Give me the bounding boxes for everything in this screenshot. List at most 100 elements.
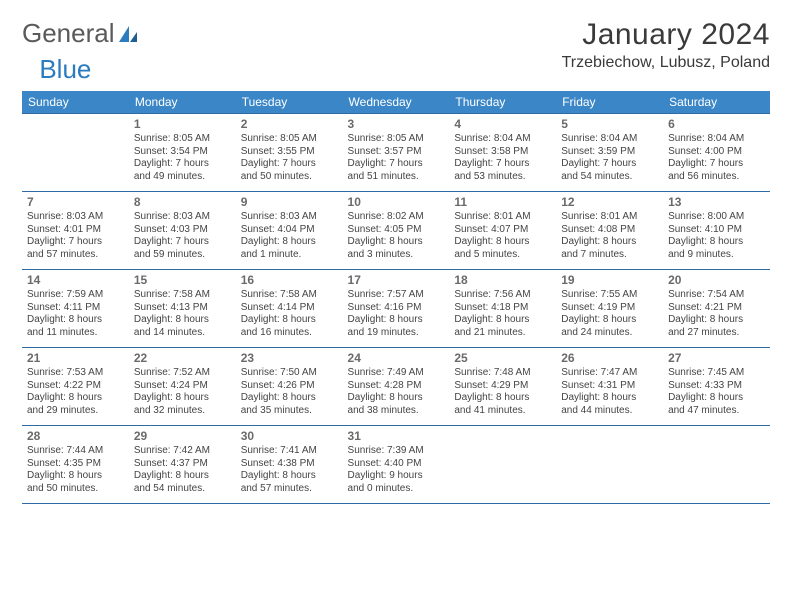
cell-line: Daylight: 8 hours bbox=[348, 392, 445, 405]
cell-line: Daylight: 8 hours bbox=[561, 392, 658, 405]
calendar-cell: 20Sunrise: 7:54 AMSunset: 4:21 PMDayligh… bbox=[663, 270, 770, 348]
cell-line: Sunset: 4:19 PM bbox=[561, 302, 658, 315]
day-number: 12 bbox=[561, 195, 658, 210]
cell-line: Daylight: 8 hours bbox=[348, 314, 445, 327]
cell-line: Daylight: 8 hours bbox=[561, 236, 658, 249]
brand-part1: General bbox=[22, 18, 115, 49]
calendar-cell: 12Sunrise: 8:01 AMSunset: 4:08 PMDayligh… bbox=[556, 192, 663, 270]
cell-line: Sunset: 4:16 PM bbox=[348, 302, 445, 315]
cell-line: and 5 minutes. bbox=[454, 249, 551, 262]
cell-line: Daylight: 8 hours bbox=[134, 470, 231, 483]
calendar-cell: 4Sunrise: 8:04 AMSunset: 3:58 PMDaylight… bbox=[449, 114, 556, 192]
cell-line: and 24 minutes. bbox=[561, 327, 658, 340]
cell-line: and 11 minutes. bbox=[27, 327, 124, 340]
calendar-cell: 10Sunrise: 8:02 AMSunset: 4:05 PMDayligh… bbox=[343, 192, 450, 270]
cell-line: Sunrise: 8:00 AM bbox=[668, 211, 765, 224]
day-number: 24 bbox=[348, 351, 445, 366]
day-number: 9 bbox=[241, 195, 338, 210]
cell-line: and 57 minutes. bbox=[241, 483, 338, 496]
cell-line: Sunrise: 8:05 AM bbox=[134, 133, 231, 146]
day-number: 15 bbox=[134, 273, 231, 288]
cell-line: Sunset: 4:07 PM bbox=[454, 224, 551, 237]
cell-line: and 47 minutes. bbox=[668, 405, 765, 418]
cell-line: Sunset: 4:24 PM bbox=[134, 380, 231, 393]
calendar-cell bbox=[449, 426, 556, 504]
cell-line: Daylight: 7 hours bbox=[348, 158, 445, 171]
cell-line: Sunrise: 7:54 AM bbox=[668, 289, 765, 302]
cell-line: and 21 minutes. bbox=[454, 327, 551, 340]
cell-line: Sunset: 3:57 PM bbox=[348, 146, 445, 159]
day-number: 22 bbox=[134, 351, 231, 366]
calendar-cell: 28Sunrise: 7:44 AMSunset: 4:35 PMDayligh… bbox=[22, 426, 129, 504]
cell-line: Sunrise: 7:52 AM bbox=[134, 367, 231, 380]
cell-line: Sunrise: 8:04 AM bbox=[668, 133, 765, 146]
cell-line: Daylight: 7 hours bbox=[27, 236, 124, 249]
cell-line: Sunset: 4:13 PM bbox=[134, 302, 231, 315]
day-number: 23 bbox=[241, 351, 338, 366]
day-number: 5 bbox=[561, 117, 658, 132]
calendar-cell: 22Sunrise: 7:52 AMSunset: 4:24 PMDayligh… bbox=[129, 348, 236, 426]
day-number: 29 bbox=[134, 429, 231, 444]
day-number: 25 bbox=[454, 351, 551, 366]
cell-line: Sunset: 3:55 PM bbox=[241, 146, 338, 159]
location-line: Trzebiechow, Lubusz, Poland bbox=[562, 54, 770, 72]
calendar-page: General January 2024 Trzebiechow, Lubusz… bbox=[0, 0, 792, 504]
sail-icon bbox=[117, 24, 139, 44]
cell-line: and 44 minutes. bbox=[561, 405, 658, 418]
cell-line: Sunset: 4:38 PM bbox=[241, 458, 338, 471]
cell-line: and 41 minutes. bbox=[454, 405, 551, 418]
calendar-cell: 15Sunrise: 7:58 AMSunset: 4:13 PMDayligh… bbox=[129, 270, 236, 348]
cell-line: Sunrise: 8:05 AM bbox=[348, 133, 445, 146]
cell-line: Sunset: 3:59 PM bbox=[561, 146, 658, 159]
calendar-cell bbox=[663, 426, 770, 504]
cell-line: Sunset: 4:31 PM bbox=[561, 380, 658, 393]
cell-line: Daylight: 8 hours bbox=[241, 470, 338, 483]
day-number: 27 bbox=[668, 351, 765, 366]
cell-line: and 49 minutes. bbox=[134, 171, 231, 184]
calendar-week-row: 21Sunrise: 7:53 AMSunset: 4:22 PMDayligh… bbox=[22, 348, 770, 426]
day-number: 10 bbox=[348, 195, 445, 210]
cell-line: Daylight: 8 hours bbox=[241, 392, 338, 405]
cell-line: Daylight: 8 hours bbox=[241, 314, 338, 327]
day-number: 28 bbox=[27, 429, 124, 444]
day-number: 2 bbox=[241, 117, 338, 132]
calendar-cell bbox=[556, 426, 663, 504]
cell-line: Sunset: 4:26 PM bbox=[241, 380, 338, 393]
calendar-cell: 7Sunrise: 8:03 AMSunset: 4:01 PMDaylight… bbox=[22, 192, 129, 270]
calendar-cell: 27Sunrise: 7:45 AMSunset: 4:33 PMDayligh… bbox=[663, 348, 770, 426]
cell-line: and 53 minutes. bbox=[454, 171, 551, 184]
day-number: 11 bbox=[454, 195, 551, 210]
cell-line: Daylight: 7 hours bbox=[561, 158, 658, 171]
cell-line: and 50 minutes. bbox=[241, 171, 338, 184]
cell-line: and 57 minutes. bbox=[27, 249, 124, 262]
cell-line: Sunrise: 7:47 AM bbox=[561, 367, 658, 380]
day-number: 3 bbox=[348, 117, 445, 132]
cell-line: Sunrise: 7:48 AM bbox=[454, 367, 551, 380]
calendar-cell: 25Sunrise: 7:48 AMSunset: 4:29 PMDayligh… bbox=[449, 348, 556, 426]
cell-line: Sunrise: 8:04 AM bbox=[561, 133, 658, 146]
cell-line: Daylight: 8 hours bbox=[454, 392, 551, 405]
cell-line: Sunset: 3:54 PM bbox=[134, 146, 231, 159]
calendar-cell: 29Sunrise: 7:42 AMSunset: 4:37 PMDayligh… bbox=[129, 426, 236, 504]
day-number: 8 bbox=[134, 195, 231, 210]
day-number: 30 bbox=[241, 429, 338, 444]
calendar-cell: 30Sunrise: 7:41 AMSunset: 4:38 PMDayligh… bbox=[236, 426, 343, 504]
cell-line: Sunrise: 7:56 AM bbox=[454, 289, 551, 302]
day-header: Wednesday bbox=[343, 91, 450, 114]
day-number: 7 bbox=[27, 195, 124, 210]
cell-line: Sunset: 4:28 PM bbox=[348, 380, 445, 393]
calendar-cell: 19Sunrise: 7:55 AMSunset: 4:19 PMDayligh… bbox=[556, 270, 663, 348]
cell-line: Sunset: 3:58 PM bbox=[454, 146, 551, 159]
cell-line: Sunrise: 7:42 AM bbox=[134, 445, 231, 458]
calendar-week-row: 14Sunrise: 7:59 AMSunset: 4:11 PMDayligh… bbox=[22, 270, 770, 348]
cell-line: Daylight: 8 hours bbox=[134, 392, 231, 405]
day-header: Friday bbox=[556, 91, 663, 114]
calendar-cell: 14Sunrise: 7:59 AMSunset: 4:11 PMDayligh… bbox=[22, 270, 129, 348]
cell-line: Sunrise: 8:03 AM bbox=[134, 211, 231, 224]
cell-line: Sunset: 4:14 PM bbox=[241, 302, 338, 315]
calendar-cell: 16Sunrise: 7:58 AMSunset: 4:14 PMDayligh… bbox=[236, 270, 343, 348]
cell-line: Sunrise: 8:01 AM bbox=[454, 211, 551, 224]
day-header: Tuesday bbox=[236, 91, 343, 114]
cell-line: Daylight: 8 hours bbox=[668, 314, 765, 327]
day-number: 21 bbox=[27, 351, 124, 366]
